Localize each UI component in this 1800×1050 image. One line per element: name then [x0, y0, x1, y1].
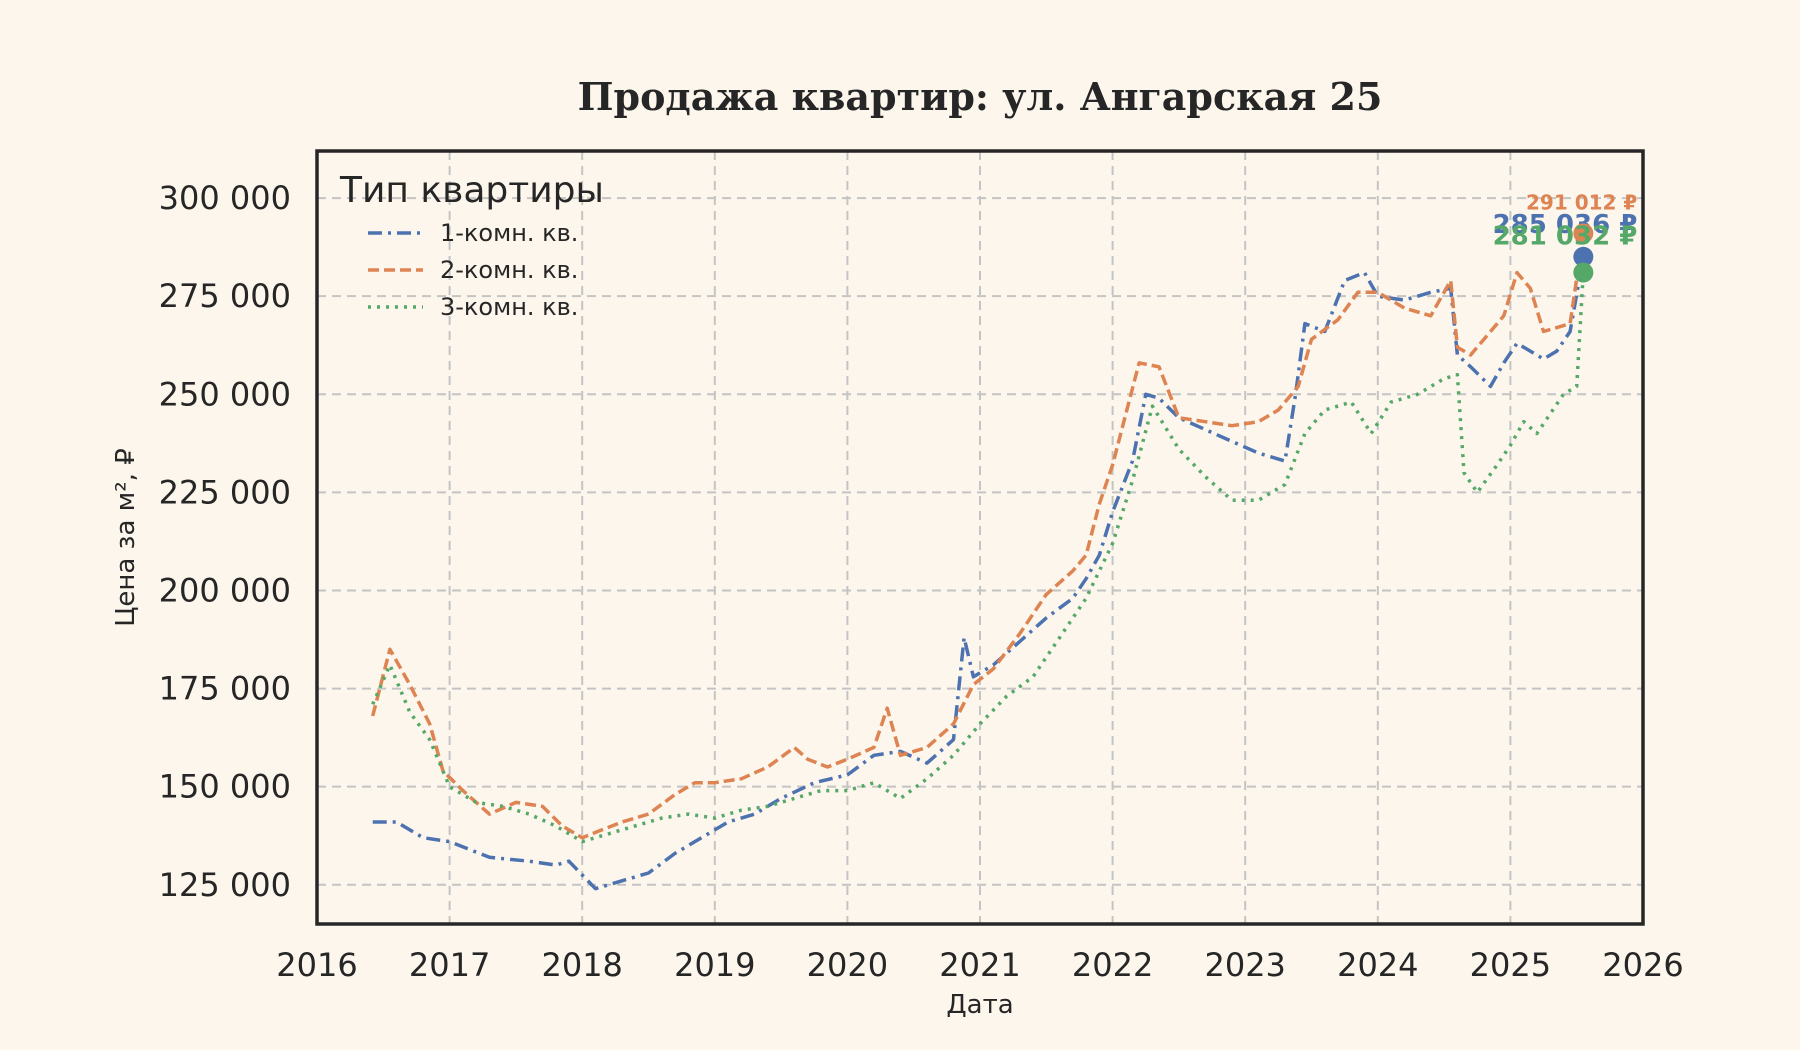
y-tick-label: 275 000	[159, 277, 291, 315]
x-tick-label: 2023	[1204, 946, 1285, 984]
x-tick-label: 2019	[674, 946, 755, 984]
x-axis-label: Дата	[946, 990, 1013, 1020]
x-tick-label: 2026	[1602, 946, 1683, 984]
legend-entry-label: 1-комн. кв.	[440, 219, 578, 247]
series-lines	[371, 233, 1586, 891]
x-tick-label: 2016	[276, 946, 357, 984]
legend-entry-label: 2-комн. кв.	[440, 256, 578, 284]
plot-frame	[315, 149, 1645, 926]
y-tick-label: 250 000	[159, 375, 291, 413]
axes: 2016 2017 2018 2019 2020 2021 2022 2023 2024 2025…	[159, 179, 1684, 984]
y-tick-label: 200 000	[159, 571, 291, 609]
endpoint-marker	[1573, 262, 1594, 283]
x-tick-label: 2025	[1470, 946, 1551, 984]
legend: Тип квартиры 1-комн. кв. 2-комн. кв. 3-ком…	[339, 170, 604, 321]
x-tick-label: 2024	[1337, 946, 1418, 984]
series-line-2	[371, 233, 1586, 840]
y-tick-label: 225 000	[159, 473, 291, 511]
x-tick-label: 2018	[541, 946, 622, 984]
x-tick-label: 2020	[807, 946, 888, 984]
legend-title: Тип квартиры	[339, 170, 604, 211]
y-tick-label: 125 000	[159, 866, 291, 904]
x-tick-label: 2021	[939, 946, 1020, 984]
series-line-1	[372, 256, 1586, 891]
legend-entry-label: 3-комн. кв.	[440, 293, 578, 321]
endpoint-value-label: 285 036 ₽	[1493, 210, 1638, 240]
y-tick-label: 300 000	[159, 179, 291, 217]
endpoint-value-label: 291 012 ₽	[1526, 190, 1637, 214]
chart-title: Продажа квартир: ул. Ангарская 25	[578, 74, 1383, 119]
endpoint-marker	[1573, 223, 1594, 244]
y-axis-label: Цена за м², ₽	[111, 448, 141, 627]
endpoint-value-label: 281 032 ₽	[1493, 222, 1638, 252]
endpoint-markers: 285 036 ₽291 012 ₽ 281 032 ₽	[1493, 190, 1638, 283]
endpoint-marker	[1573, 246, 1594, 267]
y-tick-label: 175 000	[159, 670, 291, 708]
x-tick-label: 2022	[1072, 946, 1153, 984]
y-tick-label: 150 000	[159, 768, 291, 806]
grid	[316, 151, 1644, 924]
series-line-3	[371, 272, 1586, 844]
x-tick-label: 2017	[409, 946, 490, 984]
